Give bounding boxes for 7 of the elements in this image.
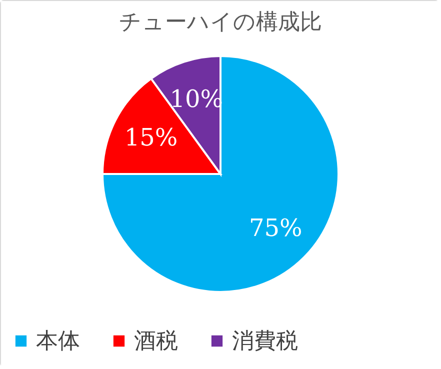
pie-slice: [102, 55, 340, 293]
data-label: 75%: [248, 214, 302, 242]
legend-label: 酒税: [134, 329, 178, 354]
legend-label: 消費税: [232, 329, 298, 354]
legend-label: 本体: [36, 329, 80, 354]
chart-title: チューハイの構成比: [119, 10, 322, 35]
data-label: 15%: [124, 124, 178, 152]
